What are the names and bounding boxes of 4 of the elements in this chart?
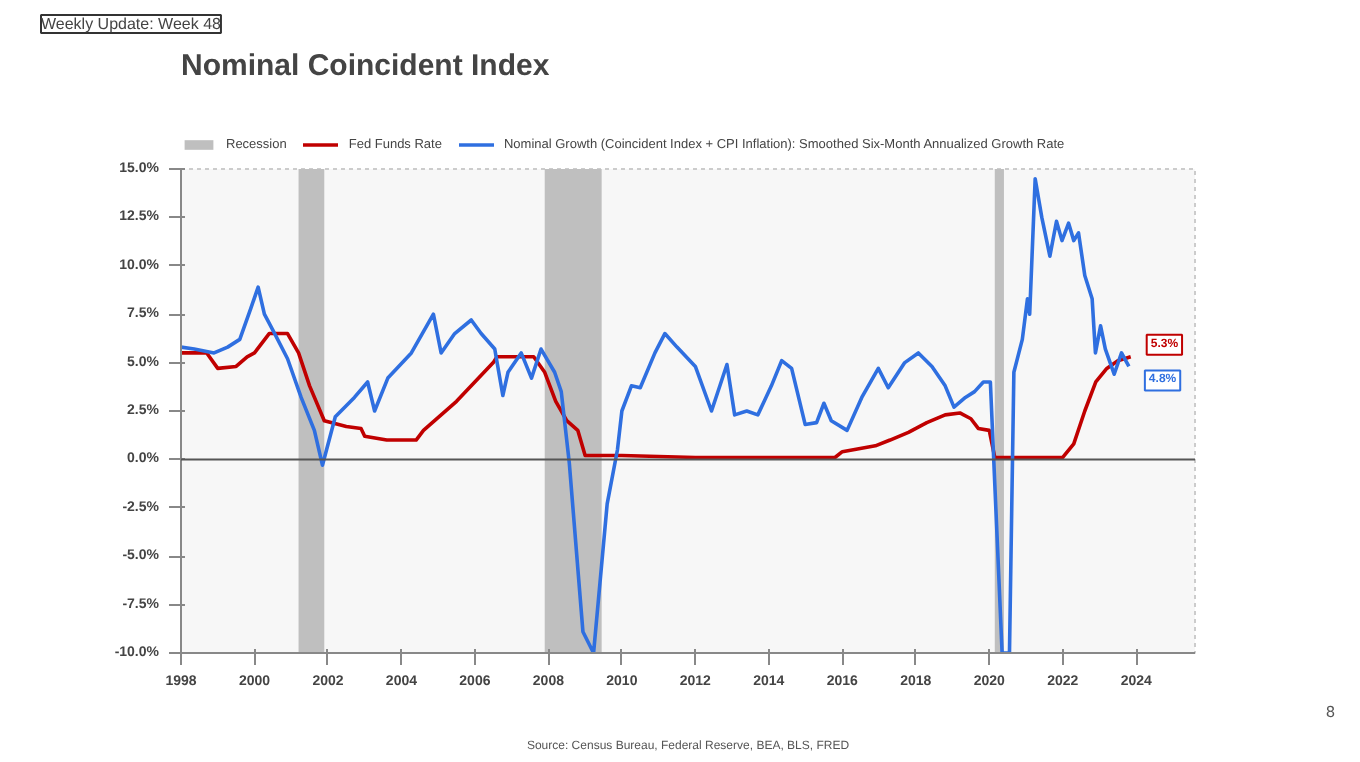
chart-title: Nominal Coincident Index <box>181 49 551 83</box>
line-series <box>181 331 1133 460</box>
line-series <box>181 176 1131 653</box>
text: 8 <box>1326 703 1337 721</box>
